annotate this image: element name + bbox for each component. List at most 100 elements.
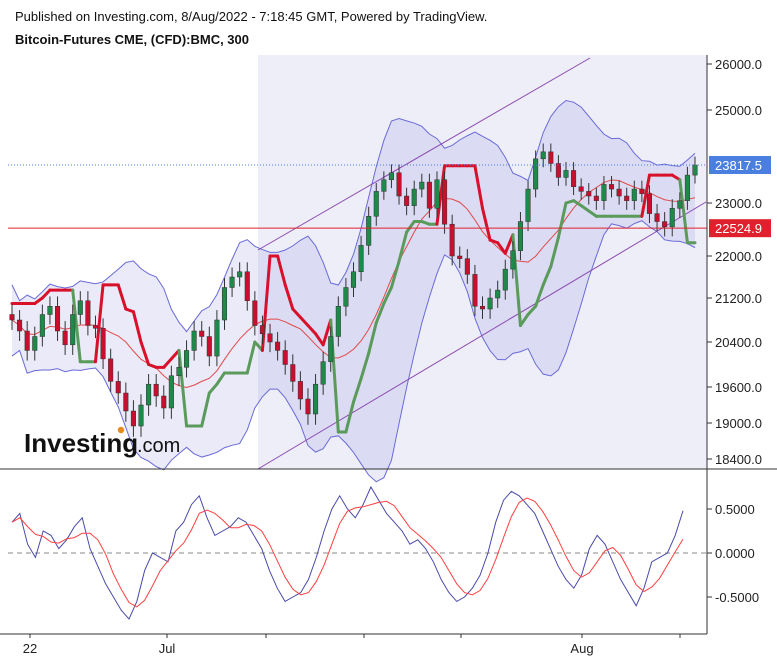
candle-body bbox=[328, 336, 334, 362]
candle-body bbox=[70, 314, 76, 346]
candle-body bbox=[479, 306, 486, 310]
candle-body bbox=[191, 330, 197, 351]
candle-body bbox=[548, 151, 554, 164]
candle-body bbox=[639, 188, 645, 194]
supertrend-segment bbox=[139, 340, 151, 366]
candle-body bbox=[593, 195, 599, 201]
candle-body bbox=[39, 314, 45, 337]
candle-body bbox=[221, 287, 228, 321]
price-axis-label: 23000.0 bbox=[715, 196, 762, 211]
supertrend-segment bbox=[33, 296, 44, 305]
candle-body bbox=[161, 395, 167, 409]
candle-body bbox=[495, 289, 501, 299]
candle-body bbox=[434, 179, 440, 209]
candle-body bbox=[616, 188, 622, 197]
supertrend-segment bbox=[382, 286, 393, 305]
logo-dot-icon bbox=[117, 426, 125, 434]
price-axis-label: 22000.0 bbox=[715, 249, 762, 264]
candle-body bbox=[237, 271, 243, 278]
supertrend-segment bbox=[276, 254, 287, 287]
logo-main: Investing bbox=[24, 428, 138, 458]
candle-body bbox=[586, 191, 592, 197]
supertrend-segment bbox=[93, 283, 105, 364]
candle-body bbox=[297, 381, 303, 400]
candle-body bbox=[692, 164, 698, 176]
candle-body bbox=[108, 358, 114, 382]
candle-body bbox=[9, 314, 15, 321]
bollinger-upper-line bbox=[11, 99, 696, 333]
candle-body bbox=[214, 319, 220, 357]
candle-body bbox=[85, 300, 91, 326]
supertrend-segment bbox=[678, 178, 689, 245]
candle-body bbox=[419, 181, 425, 190]
price-axis-label: 19600.0 bbox=[715, 380, 762, 395]
candle-body bbox=[662, 221, 668, 228]
candle-body bbox=[654, 213, 660, 222]
supertrend-segment bbox=[374, 302, 386, 325]
candle-body bbox=[684, 174, 690, 201]
supertrend-segment bbox=[587, 209, 598, 218]
candle-body bbox=[24, 330, 30, 351]
candle-body bbox=[130, 410, 136, 427]
candle-body bbox=[267, 333, 273, 343]
candle-body bbox=[168, 375, 174, 409]
candle-body bbox=[184, 350, 190, 368]
supertrend-segment bbox=[344, 400, 355, 434]
supertrend-segment bbox=[389, 259, 401, 289]
candle-body bbox=[176, 367, 182, 376]
oscillator-axis-label: -0.5000 bbox=[715, 590, 759, 605]
candle-body bbox=[199, 330, 205, 337]
candle-body bbox=[229, 276, 235, 288]
candle-body bbox=[472, 274, 478, 307]
candle-body bbox=[388, 172, 394, 180]
candle-body bbox=[396, 172, 402, 197]
candle-body bbox=[449, 223, 455, 257]
price-axis-label: 26000.0 bbox=[715, 57, 762, 72]
candle-body bbox=[100, 328, 106, 360]
candle-body bbox=[373, 191, 379, 217]
candle-body bbox=[153, 383, 159, 397]
candle-body bbox=[525, 188, 531, 222]
supertrend-segment bbox=[177, 348, 189, 428]
price-axis-label: 20400.0 bbox=[715, 335, 762, 350]
candle-body bbox=[366, 216, 372, 246]
candle-body bbox=[320, 361, 326, 385]
supertrend-segment bbox=[245, 340, 257, 375]
candle-body bbox=[464, 258, 470, 275]
candle-body bbox=[32, 336, 38, 351]
price-axis-label: 25000.0 bbox=[715, 103, 762, 118]
time-axis-label: Jul bbox=[159, 641, 176, 656]
supertrend-segment bbox=[496, 241, 507, 255]
candle-body bbox=[510, 250, 516, 270]
candle-body bbox=[358, 245, 364, 272]
candle-body bbox=[555, 163, 561, 178]
supertrend-segment bbox=[260, 254, 272, 352]
candle-body bbox=[343, 287, 349, 307]
supertrend-segment bbox=[359, 351, 371, 381]
supertrend-segment bbox=[549, 235, 560, 268]
oscillator-axis-label: 0.0000 bbox=[715, 546, 755, 561]
candle-body bbox=[206, 336, 212, 357]
candle-body bbox=[571, 170, 577, 187]
candle-body bbox=[55, 306, 61, 332]
supertrend-segment bbox=[314, 332, 325, 347]
candle-body bbox=[502, 268, 508, 291]
supertrend-segment bbox=[200, 391, 211, 428]
candle-body bbox=[17, 319, 23, 332]
supertrend-segment bbox=[207, 382, 219, 395]
candle-body bbox=[533, 158, 539, 190]
candle-body bbox=[442, 179, 448, 225]
logo-suffix: .com bbox=[137, 435, 180, 457]
candle-body bbox=[404, 195, 410, 206]
candle-body bbox=[631, 188, 637, 201]
supertrend-segment bbox=[473, 164, 485, 210]
channel-region bbox=[258, 55, 707, 469]
supertrend-segment bbox=[40, 288, 52, 300]
candle-body bbox=[275, 341, 281, 351]
price-axis-label: 21200.0 bbox=[715, 291, 762, 306]
last-price-tag-label: 23817.5 bbox=[715, 158, 762, 173]
candle-body bbox=[563, 170, 569, 178]
supertrend-segment bbox=[503, 233, 515, 255]
symbol-title: Bitcoin-Futures CME, (CFD):BMC, 300 bbox=[15, 32, 249, 47]
